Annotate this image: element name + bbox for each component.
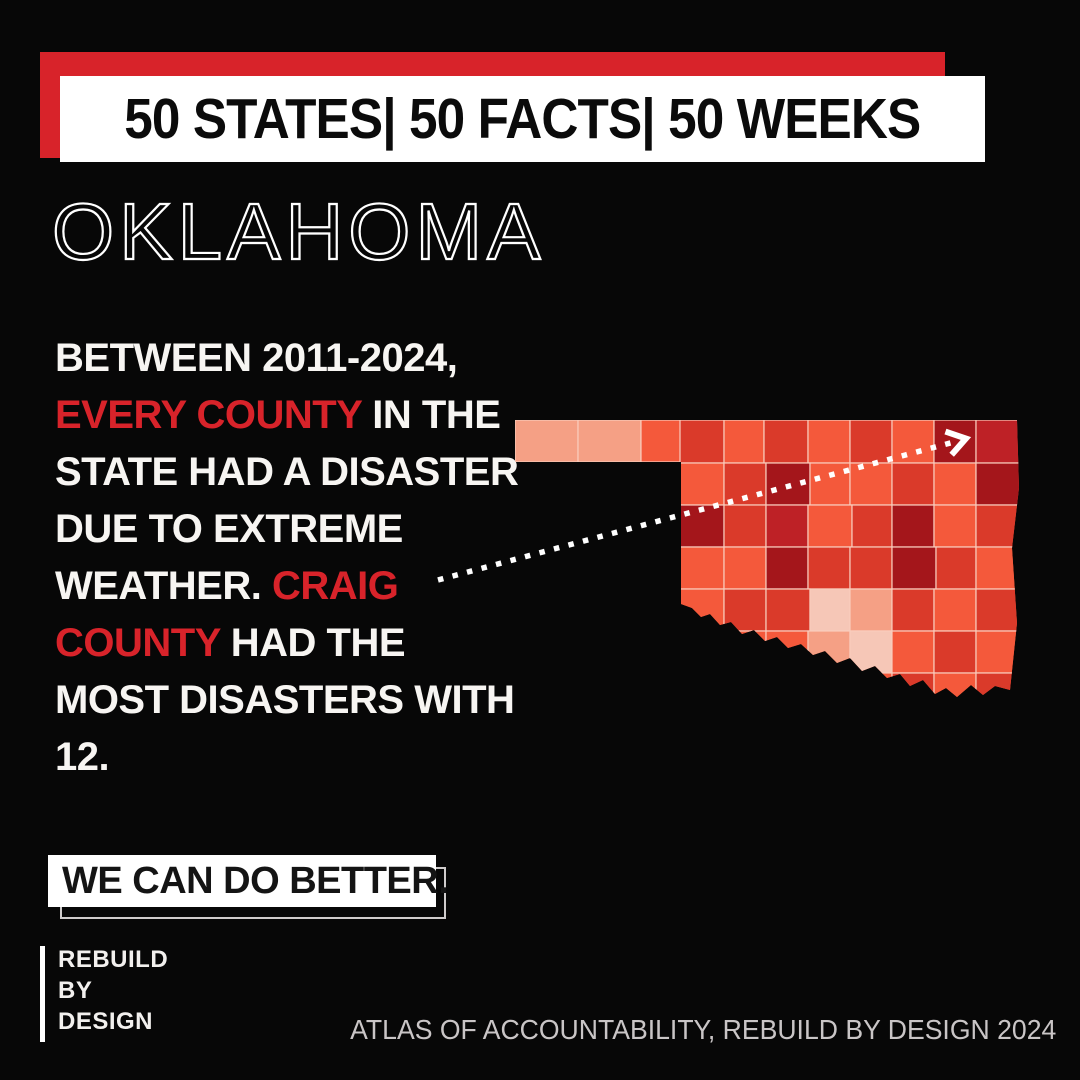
- county-cell: [975, 462, 1019, 506]
- county-cell: [849, 546, 893, 590]
- fact-highlight: COUNTY: [55, 621, 221, 665]
- fact-text: BETWEEN 2011-2024,: [55, 336, 458, 380]
- logo-vertical-bar: [40, 946, 45, 1042]
- county-cell: [809, 588, 851, 632]
- county-cell: [679, 588, 725, 632]
- county-cell: [975, 546, 1019, 590]
- logo-line: BY: [58, 977, 93, 1004]
- fact-line: WEATHER. CRAIG: [55, 558, 525, 615]
- banner-title-box: 50 STATES| 50 FACTS| 50 WEEKS: [60, 76, 985, 162]
- county-cell: [935, 546, 977, 590]
- county-cell: [933, 588, 977, 632]
- cta-box: WE CAN DO BETTER.: [48, 855, 449, 907]
- fact-line: 12.: [55, 729, 525, 786]
- county-cell: [849, 588, 893, 632]
- county-cell: [849, 672, 893, 697]
- fact-text: STATE HAD A DISASTER: [55, 450, 519, 494]
- fact-line: EVERY COUNTY IN THE: [55, 387, 525, 444]
- fact-line: MOST DISASTERS WITH: [55, 672, 525, 729]
- craig-county-arrow: [430, 418, 980, 593]
- arrow-head-icon: [944, 428, 972, 457]
- fact-text: IN THE: [361, 393, 501, 437]
- attribution-text: ATLAS OF ACCOUNTABILITY, REBUILD BY DESI…: [349, 1014, 1056, 1045]
- county-cell: [723, 672, 767, 697]
- county-cell: [891, 630, 935, 674]
- fact-text: 12.: [55, 735, 110, 779]
- county-cell: [975, 672, 1019, 697]
- banner-title: 50 STATES| 50 FACTS| 50 WEEKS: [124, 87, 921, 151]
- fact-highlight: EVERY COUNTY: [55, 393, 362, 437]
- county-cell: [891, 546, 937, 590]
- county-cell: [577, 420, 642, 463]
- county-cell: [891, 672, 935, 697]
- county-cell: [849, 630, 893, 674]
- county-cell: [807, 672, 851, 697]
- county-cell: [975, 420, 1019, 464]
- county-cell: [640, 420, 682, 463]
- logo-line: REBUILD: [58, 946, 169, 973]
- county-cell: [679, 420, 725, 464]
- county-cell: [933, 420, 977, 464]
- cta-label: WE CAN DO BETTER.: [62, 859, 449, 902]
- fact-line: BETWEEN 2011-2024,: [55, 330, 525, 387]
- fact-text: MOST DISASTERS WITH: [55, 678, 515, 722]
- county-cell: [763, 420, 809, 464]
- county-cell: [679, 672, 725, 697]
- state-name: OKLAHOMA: [51, 186, 546, 277]
- dotted-arrow-line: [437, 439, 955, 583]
- county-cell: [679, 462, 725, 506]
- fact-text: WEATHER.: [55, 564, 272, 608]
- county-cell: [723, 630, 767, 674]
- fact-text: DUE TO EXTREME: [55, 507, 403, 551]
- county-cell: [891, 588, 935, 632]
- fact-line: COUNTY HAD THE: [55, 615, 525, 672]
- county-cell: [679, 630, 725, 674]
- county-cell: [807, 630, 851, 674]
- county-cell: [975, 504, 1019, 548]
- county-cell: [723, 504, 767, 548]
- fact-line: STATE HAD A DISASTER: [55, 444, 525, 501]
- county-cell: [809, 462, 851, 506]
- county-cell: [723, 462, 767, 506]
- county-cell: [723, 588, 767, 632]
- fact-paragraph: BETWEEN 2011-2024, EVERY COUNTY IN THE STA…: [55, 330, 525, 786]
- logo-line: DESIGN: [58, 1008, 154, 1035]
- county-cell: [975, 588, 1019, 632]
- dotted-arrow-svg: [437, 428, 972, 583]
- county-cell: [933, 630, 977, 674]
- fact-text: HAD THE: [220, 621, 406, 665]
- county-cell: [765, 672, 809, 697]
- fact-highlight: CRAIG: [271, 564, 399, 608]
- county-cell: [975, 630, 1019, 674]
- fact-line: DUE TO EXTREME: [55, 501, 525, 558]
- rebuild-by-design-logo: REBUILD BY DESIGN: [58, 944, 168, 1037]
- county-cell: [807, 420, 851, 464]
- county-cell: [723, 546, 767, 590]
- oklahoma-map: [505, 408, 1025, 700]
- county-cell: [933, 672, 977, 697]
- county-cell: [765, 588, 811, 632]
- oklahoma-map-svg: [515, 420, 1019, 697]
- county-cell: [765, 630, 809, 674]
